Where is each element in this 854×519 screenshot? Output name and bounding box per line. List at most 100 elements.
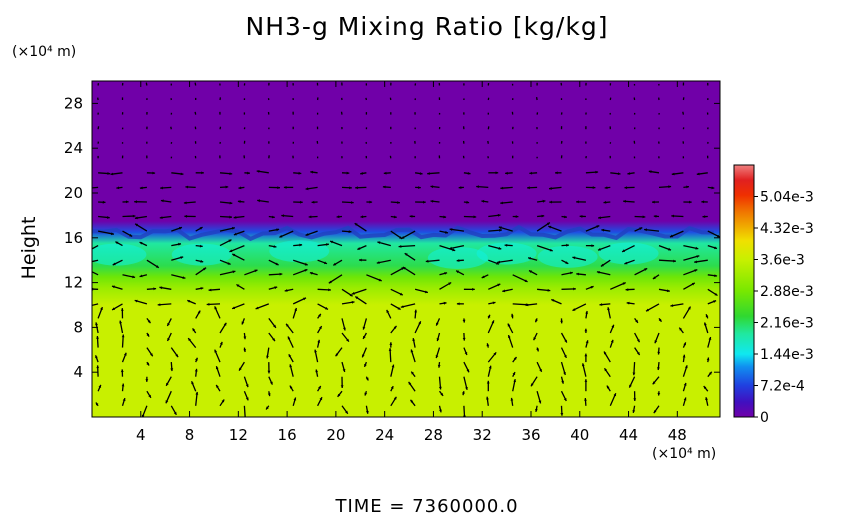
wind-vector [486, 396, 489, 406]
wind-vector [97, 306, 104, 319]
wind-vector [110, 172, 123, 176]
wind-vector [438, 376, 442, 390]
wind-vector [157, 303, 172, 307]
wind-vector [678, 327, 684, 334]
wind-vector [317, 288, 331, 292]
wind-vector [462, 318, 466, 323]
wind-vector [229, 244, 245, 253]
wind-vector [292, 297, 307, 305]
wind-vector [166, 318, 172, 327]
wind-vector [195, 267, 207, 276]
wind-vector [341, 361, 346, 373]
wind-vector [707, 244, 718, 250]
plot-area [91, 80, 721, 418]
wind-vector [603, 351, 611, 363]
wind-vector [408, 381, 416, 392]
wind-vector [645, 303, 660, 312]
x-axis: 4 8 12 16 20 24 28 32 36 40 44 48 [136, 81, 687, 444]
wind-vector [456, 302, 464, 306]
wind-vector [657, 391, 661, 396]
wind-vector [425, 259, 440, 263]
wind-vector [505, 171, 513, 175]
wind-vector [219, 215, 233, 219]
wind-vector [122, 230, 133, 237]
colorbar-tick-label: 1.44e-3 [760, 347, 814, 363]
wind-vector [463, 376, 468, 391]
wind-vector [561, 287, 576, 291]
wind-vector [551, 298, 562, 305]
wind-vector [341, 201, 354, 204]
wind-vector [120, 308, 124, 319]
wind-vector [170, 126, 172, 130]
wind-vector [255, 303, 270, 310]
wind-vector [341, 171, 350, 175]
wind-vector [292, 259, 308, 266]
wind-vector [410, 349, 416, 363]
wind-vector [268, 286, 278, 290]
cyan-patch [171, 243, 232, 266]
wind-vector [96, 335, 99, 348]
wind-vector [549, 200, 562, 204]
wind-vector [671, 172, 684, 176]
colorbar-scale [733, 164, 755, 418]
wind-vector [610, 172, 621, 176]
wind-vector [159, 286, 172, 290]
wind-vector [628, 376, 636, 388]
wind-vector [634, 267, 648, 276]
wind-vector [354, 222, 367, 232]
wind-vector [267, 391, 271, 397]
wind-vector [633, 391, 637, 402]
wind-vector [351, 288, 367, 295]
wind-vector [548, 186, 562, 190]
wind-vector [498, 226, 513, 232]
wind-vector [279, 230, 294, 238]
wind-vector [244, 171, 250, 175]
wind-vector [390, 385, 394, 392]
wind-vector [439, 215, 447, 219]
wind-vector [362, 332, 367, 340]
wind-vector [625, 288, 635, 292]
wind-vector [111, 303, 123, 311]
wind-vector [652, 376, 660, 385]
wind-vector [707, 371, 713, 378]
wind-vector [683, 268, 698, 276]
wind-vector [121, 397, 126, 406]
wind-vector [535, 96, 538, 101]
wind-vector [98, 172, 111, 175]
wind-vector [366, 200, 373, 204]
wind-vector [427, 172, 440, 175]
wind-vector [94, 355, 99, 363]
wind-vector [481, 199, 489, 203]
wind-vector [439, 272, 448, 276]
wind-vector [337, 390, 343, 398]
wind-vector [449, 244, 465, 250]
wind-vector [535, 405, 538, 413]
wind-vector [703, 385, 709, 392]
wind-vector [315, 369, 319, 377]
wind-vector [390, 364, 395, 377]
wind-vector [268, 215, 275, 219]
wind-vector [146, 318, 152, 324]
wind-vector [634, 215, 646, 219]
wind-vector [415, 200, 426, 204]
wind-vector [437, 362, 441, 368]
wind-vector [238, 186, 245, 190]
wind-vector [560, 376, 564, 384]
wind-vector [511, 313, 514, 319]
wind-vector [414, 288, 429, 294]
wind-vector [390, 396, 397, 407]
wind-vector [340, 376, 344, 389]
wind-vector [122, 200, 129, 204]
wind-vector [335, 347, 343, 357]
wind-vector [194, 111, 197, 115]
wind-vector [462, 332, 466, 341]
colorbar-tick-label: 2.88e-3 [760, 284, 814, 300]
wind-vector [705, 314, 709, 319]
wind-vector [488, 283, 501, 290]
wind-vector [400, 303, 416, 308]
wind-vector [92, 186, 99, 189]
wind-vector [219, 185, 229, 189]
wind-vector [488, 301, 496, 305]
wind-vector [308, 215, 318, 219]
wind-vector [488, 244, 502, 250]
